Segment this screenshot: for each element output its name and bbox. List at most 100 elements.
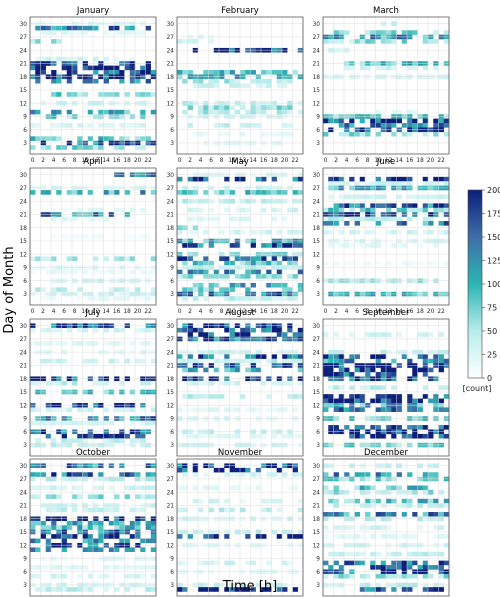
heatmap-cell [401, 565, 408, 570]
panel-frame [322, 16, 450, 155]
heatmap-cell [276, 105, 283, 111]
heatmap-cell [417, 260, 423, 266]
heatmap-cell [61, 433, 67, 439]
heatmap-cell [140, 327, 146, 333]
heatmap-cell [428, 498, 434, 504]
heatmap-cell [77, 136, 83, 141]
heatmap-cell [422, 123, 429, 128]
x-tick-label: 10 [81, 158, 89, 164]
y-tick-label: 3 [170, 292, 174, 298]
y-tick-label: 30 [20, 464, 28, 470]
heatmap-cell [276, 274, 283, 279]
heatmap-cell [380, 587, 387, 592]
heatmap-cell [328, 385, 334, 390]
heatmap-cell [30, 380, 36, 386]
heatmap-cell [150, 92, 157, 97]
heatmap-cell [45, 587, 52, 592]
y-tick-label: 3 [23, 141, 27, 147]
heatmap-cell [396, 207, 402, 213]
heatmap-cell [40, 25, 46, 31]
heatmap-cell [72, 256, 78, 262]
heatmap-cell [359, 39, 366, 44]
heatmap-cell [338, 385, 345, 390]
heatmap-cell [135, 565, 141, 570]
heatmap-cell [150, 520, 157, 526]
heatmap-cell [135, 136, 141, 141]
heatmap-cell [56, 145, 62, 150]
heatmap-cell [297, 367, 304, 373]
heatmap-cell [428, 398, 434, 404]
heatmap-cell [282, 560, 288, 566]
x-tick-label: 6 [355, 309, 359, 315]
heatmap-cell [203, 534, 209, 539]
heatmap-cell [192, 407, 199, 413]
heatmap-cell [93, 341, 99, 346]
heatmap-cell [234, 407, 241, 413]
heatmap-cell [344, 512, 350, 517]
heatmap-cell [224, 327, 230, 333]
heatmap-cell [261, 109, 267, 115]
heatmap-cell [245, 83, 251, 88]
heatmap-cell [40, 136, 46, 141]
panel-title: July [84, 308, 100, 318]
heatmap-cell [422, 176, 429, 182]
heatmap-cell [93, 65, 99, 71]
heatmap-cell [119, 525, 125, 530]
heatmap-cell [391, 512, 397, 517]
y-tick-label: 24 [167, 48, 175, 54]
heatmap-cell [344, 243, 350, 248]
heatmap-cell [119, 207, 125, 213]
heatmap-cell [187, 287, 193, 292]
heatmap-cell [328, 118, 334, 124]
x-tick-label: 16 [113, 309, 121, 315]
heatmap-cell [407, 229, 413, 235]
heatmap-cell [276, 229, 283, 235]
heatmap-cell [282, 190, 288, 195]
heatmap-cell [114, 507, 120, 513]
heatmap-cell [45, 341, 52, 346]
heatmap-cell [219, 229, 225, 235]
heatmap-cell [119, 296, 125, 301]
heatmap-cell [396, 181, 402, 186]
heatmap-cell [391, 372, 397, 377]
heatmap-cell [261, 78, 267, 84]
heatmap-cell [438, 398, 444, 404]
heatmap-cell [438, 203, 444, 208]
heatmap-cell [82, 145, 88, 150]
heatmap-cell [245, 207, 251, 213]
heatmap-cell [87, 538, 94, 544]
heatmap-cell [203, 287, 209, 292]
x-tick-label: 0 [178, 158, 182, 164]
heatmap-cell [282, 131, 288, 137]
heatmap-cell [145, 136, 151, 141]
heatmap-cell [72, 520, 78, 526]
heatmap-cell [213, 534, 220, 539]
y-tick-label: 18 [313, 377, 321, 383]
heatmap-cell [250, 109, 256, 115]
heatmap-cell [412, 109, 418, 115]
heatmap-cell [82, 234, 88, 239]
heatmap-cell [428, 194, 434, 200]
heatmap-cell [396, 573, 402, 579]
heatmap-cell [438, 385, 444, 390]
heatmap-cell [266, 190, 272, 195]
heatmap-cell [380, 407, 387, 413]
heatmap-cell [276, 190, 283, 195]
heatmap-cell [276, 78, 283, 84]
colorbar-tick-label: 25 [487, 351, 497, 360]
heatmap-cell [333, 39, 339, 44]
heatmap-cell [297, 534, 304, 539]
heatmap-cell [66, 407, 73, 413]
heatmap-cell [250, 229, 256, 235]
heatmap-cell [255, 229, 262, 235]
heatmap-cell [187, 367, 193, 373]
heatmap-cell [433, 358, 439, 364]
heatmap-cell [182, 560, 188, 566]
heatmap-cell [438, 534, 444, 539]
heatmap-cell [386, 39, 392, 44]
heatmap-cell [93, 256, 99, 262]
y-tick-label: 18 [313, 75, 321, 81]
heatmap-cell [98, 420, 104, 426]
heatmap-cell [40, 534, 46, 539]
heatmap-cell [124, 296, 130, 301]
